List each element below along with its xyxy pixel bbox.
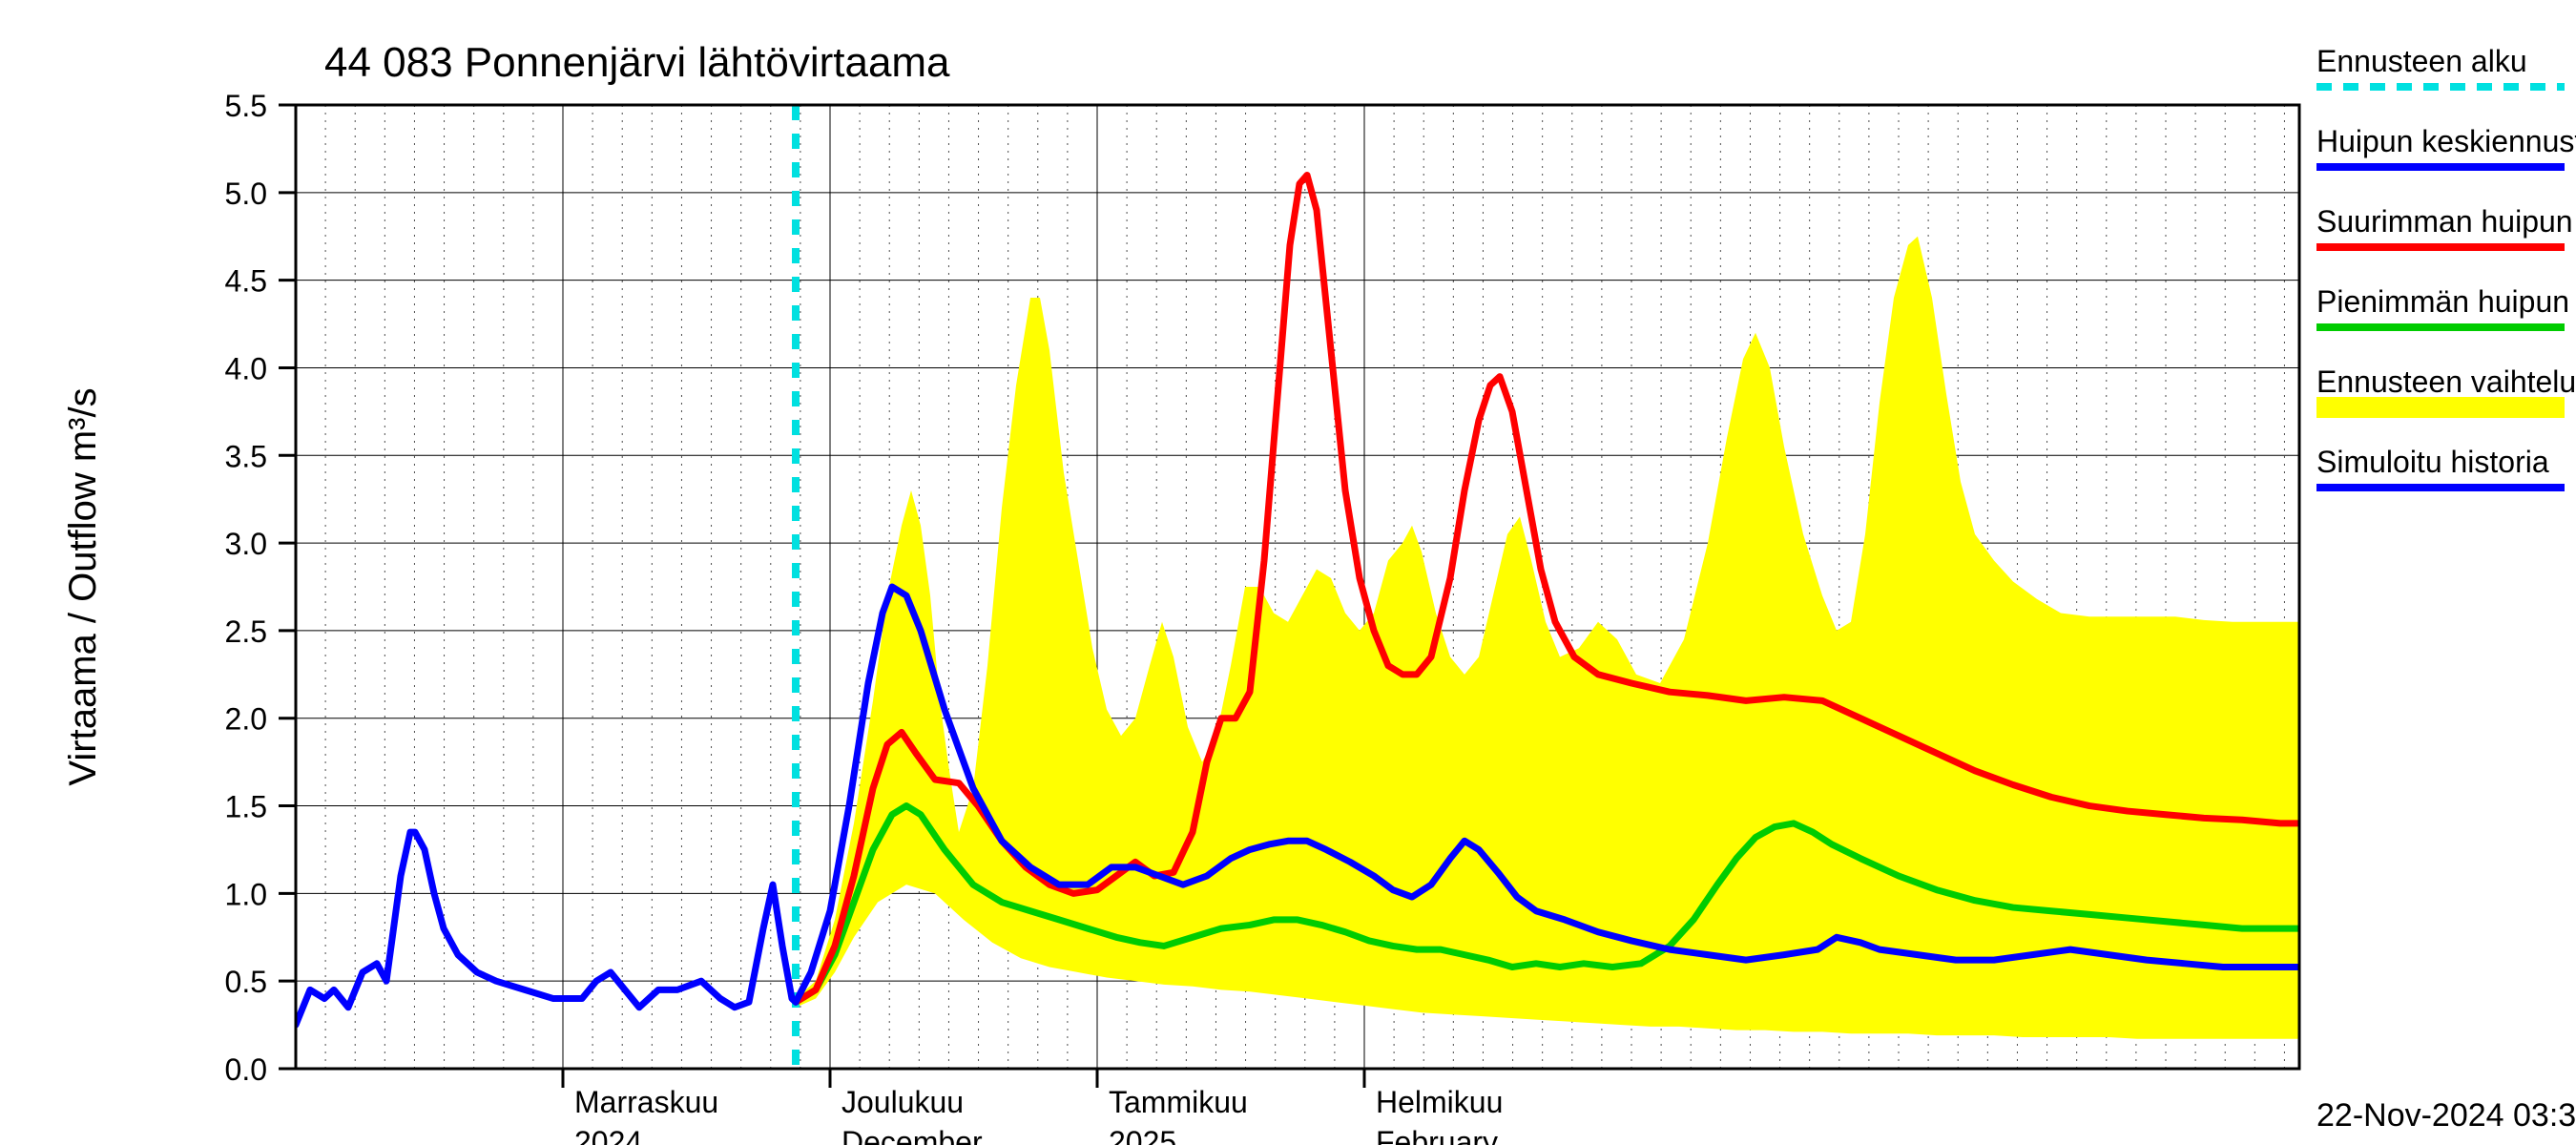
x-tick-label-top: Helmikuu (1376, 1085, 1503, 1119)
legend-label: Ennusteen vaihteluväli (2316, 364, 2576, 399)
x-tick-label-top: Joulukuu (841, 1085, 964, 1119)
y-tick-label: 3.5 (225, 439, 267, 473)
legend-label: Suurimman huipun ennuste (2316, 204, 2576, 239)
legend-label: Simuloitu historia (2316, 445, 2549, 479)
y-tick-label: 4.0 (225, 351, 267, 385)
y-tick-label: 2.5 (225, 614, 267, 649)
x-tick-label-bottom: December (841, 1125, 983, 1145)
x-tick-label-bottom: 2025 (1109, 1125, 1176, 1145)
outflow-forecast-chart: 0.0 0.5 1.0 1.5 2.0 2.5 3.0 3.5 4.0 4.5 5.0 5.5 Marr… (0, 0, 2576, 1145)
y-tick-label: 0.5 (225, 965, 267, 999)
y-tick-label: 5.0 (225, 177, 267, 211)
y-tick-label: 2.0 (225, 702, 267, 737)
legend-label: Ennusteen alku (2316, 44, 2527, 78)
y-tick-label: 3.0 (225, 527, 267, 561)
y-tick-label: 1.0 (225, 877, 267, 911)
chart-title: 44 083 Ponnenjärvi lähtövirtaama (324, 39, 950, 86)
y-axis-label: Virtaama / Outflow m³/s (62, 387, 104, 785)
x-tick-label-bottom: 2024 (574, 1125, 642, 1145)
y-tick-label: 0.0 (225, 1052, 267, 1087)
x-tick-label-top: Marraskuu (574, 1085, 718, 1119)
x-tick-label-top: Tammikuu (1109, 1085, 1248, 1119)
legend-label: Huipun keskiennuste (2316, 124, 2576, 158)
y-tick-label: 1.5 (225, 790, 267, 824)
footer-text: 22-Nov-2024 03:38 WSFS-O (2316, 1097, 2576, 1134)
chart-svg: 0.0 0.5 1.0 1.5 2.0 2.5 3.0 3.5 4.0 4.5 5.0 5.5 Marr… (0, 0, 2576, 1145)
y-tick-label: 5.5 (225, 89, 267, 123)
x-tick-label-bottom: February (1376, 1125, 1498, 1145)
legend-label: Pienimmän huipun ennuste (2316, 284, 2576, 319)
y-tick-label: 4.5 (225, 264, 267, 299)
